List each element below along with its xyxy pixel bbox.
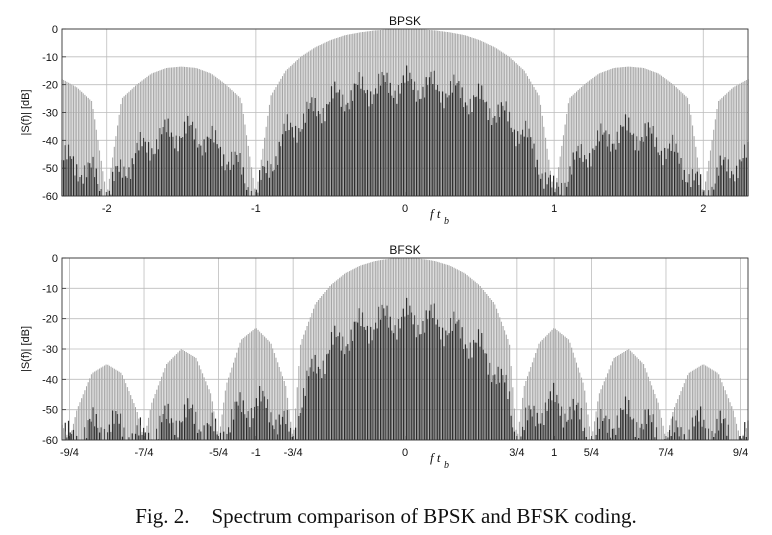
y-tick-label: -20 [42, 314, 58, 326]
y-tick-label: -50 [42, 405, 58, 417]
x-tick-label: -7/4 [135, 447, 154, 459]
y-tick-label: 0 [52, 24, 58, 36]
y-axis-label: |S(f)| [dB] [20, 326, 32, 372]
y-tick-label: -60 [42, 435, 58, 447]
y-tick-label: -10 [42, 283, 58, 295]
x-tick-label: -3/4 [284, 447, 303, 459]
y-tick-label: -40 [42, 135, 58, 147]
y-tick-label: 0 [52, 253, 58, 265]
y-tick-label: -50 [42, 163, 58, 175]
x-tick-label: -2 [102, 203, 112, 215]
x-tick-label: 0 [402, 203, 408, 215]
x-tick-label: -5/4 [209, 447, 228, 459]
x-axis-label: f t [430, 450, 441, 465]
x-tick-label: -1 [251, 447, 261, 459]
x-tick-label: 0 [402, 447, 408, 459]
y-tick-label: -30 [42, 344, 58, 356]
x-tick-label: 1 [551, 447, 557, 459]
y-tick-label: -40 [42, 374, 58, 386]
bfsk-spectrum-chart: -9/4 -7/4 -5/4 -1 -3/4 0 3/4 1 5/4 7/4 9/4 0 -10 -20 -… [20, 243, 749, 471]
floor-series [63, 297, 749, 440]
x-tick-label: -1 [251, 203, 261, 215]
chart-title: BPSK [389, 14, 421, 28]
x-tick-label: 5/4 [584, 447, 599, 459]
x-tick-label: 3/4 [509, 447, 524, 459]
y-axis-label: |S(f)| [dB] [20, 89, 32, 135]
x-tick-label: 1 [551, 203, 557, 215]
x-tick-label: 9/4 [733, 447, 748, 459]
x-axis-label-subscript: b [444, 216, 449, 227]
y-tick-label: -20 [42, 80, 58, 92]
floor-series [61, 65, 749, 196]
figure-caption: Fig. 2. Spectrum comparison of BPSK and B… [0, 504, 772, 529]
figure-label: Fig. 2. [135, 504, 190, 528]
texture-lines [62, 29, 749, 196]
y-tick-label: -30 [42, 108, 58, 120]
texture-lines [62, 258, 749, 440]
y-tick-label: -10 [42, 52, 58, 64]
caption-text: Spectrum comparison of BPSK and BFSK cod… [211, 504, 637, 528]
x-axis-label: f t [430, 206, 441, 221]
x-tick-label: -9/4 [60, 447, 79, 459]
chart-title: BFSK [389, 243, 420, 257]
x-tick-label: 7/4 [658, 447, 673, 459]
y-tick-label: -60 [42, 191, 58, 203]
x-axis-label-subscript: b [444, 460, 449, 471]
x-tick-label: 2 [700, 203, 706, 215]
